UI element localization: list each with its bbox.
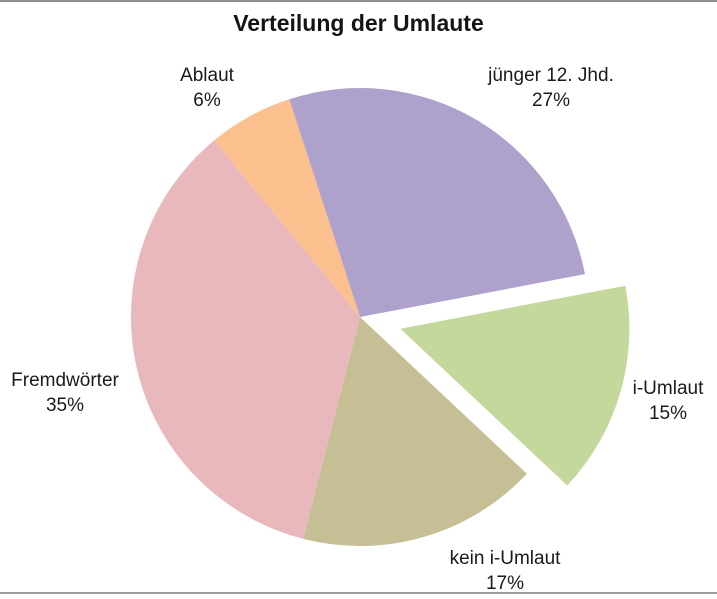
slice-label-text: i-Umlaut (632, 378, 704, 399)
pie-slice-kein-i-umlaut (303, 317, 527, 547)
slice-label-pct: 27% (531, 90, 571, 111)
slice-label-text: Ablaut (180, 65, 234, 86)
slice-label-pct: 17% (485, 573, 525, 594)
top-divider-line (0, 0, 717, 2)
slice-label-pct: 6% (193, 90, 221, 111)
pie-slice-juenger-12-jhd (289, 88, 585, 317)
slice-label-pct: 15% (648, 403, 688, 424)
pie-slice-i-umlaut (400, 285, 630, 486)
slice-label-fremdwoerter: Fremdwörter 35% (11, 368, 119, 418)
pie-slice-fremdwoerter (130, 140, 360, 539)
slice-label-juenger-12-jhd: jünger 12. Jhd. 27% (488, 63, 614, 113)
slice-label-i-umlaut: i-Umlaut 15% (633, 376, 704, 426)
slice-label-text: jünger 12. Jhd. (488, 65, 614, 86)
slice-label-ablaut: Ablaut 6% (180, 63, 234, 113)
pie-slice-ablaut (214, 99, 360, 318)
chart-title: Verteilung der Umlaute (233, 10, 484, 36)
bottom-divider-line (0, 592, 717, 594)
slice-label-text: kein i-Umlaut (449, 548, 561, 569)
slice-label-text: Fremdwörter (11, 370, 119, 391)
slice-label-pct: 35% (45, 395, 85, 416)
slice-label-kein-i-umlaut: kein i-Umlaut 17% (450, 546, 561, 596)
